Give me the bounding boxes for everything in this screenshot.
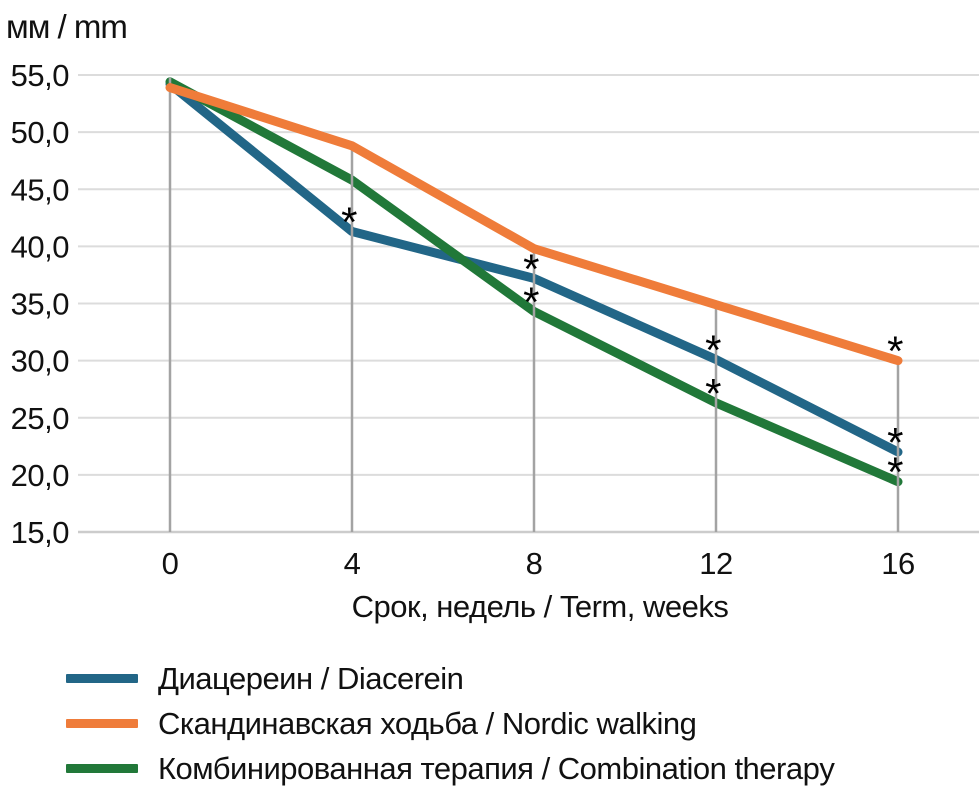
legend-label-diacerein: Диацереин / Diacerein <box>158 660 464 696</box>
y-tick-label: 55,0 <box>11 58 70 93</box>
significance-asterisk-diacerein-week-4: * <box>341 199 357 246</box>
significance-asterisk-diacerein-week-8: * <box>523 245 539 292</box>
x-tick-label: 8 <box>526 546 543 581</box>
x-tick-label: 4 <box>344 546 361 581</box>
y-tick-label: 50,0 <box>11 115 70 150</box>
chart-legend: Диацереин / Diacerein Скандинавская ходь… <box>66 656 835 791</box>
y-axis-unit-label: мм / mm <box>6 8 128 45</box>
significance-asterisk-combination-therapy-week-16: * <box>887 449 903 496</box>
x-tick-label: 0 <box>162 546 179 581</box>
series-line-nordic-walking <box>165 83 903 366</box>
significance-asterisk-combination-therapy-week-8: * <box>523 278 539 325</box>
legend-label-combination-therapy: Комбинированная терапия / Combination th… <box>158 750 835 786</box>
legend-item-nordic-walking: Скандинавская ходьба / Nordic walking <box>66 701 834 746</box>
legend-swatch-diacerein <box>66 674 138 683</box>
y-tick-label: 15,0 <box>11 515 70 550</box>
y-tick-label: 45,0 <box>11 172 70 207</box>
y-tick-label: 25,0 <box>11 401 70 436</box>
legend-swatch-combination-therapy <box>66 764 138 773</box>
legend-swatch-nordic-walking <box>66 719 138 728</box>
line-chart-plot-area: 55,0 50,0 45,0 40,0 35,0 30,0 25,0 20,0 15,0 0 4 8 1… <box>11 58 979 581</box>
significance-asterisk-nordic-walking-week-16: * <box>887 328 903 375</box>
y-tick-label: 35,0 <box>11 287 70 322</box>
legend-item-combination-therapy: Комбинированная терапия / Combination th… <box>66 746 835 791</box>
x-axis-title: Срок, недель / Term, weeks <box>351 589 729 624</box>
legend-item-diacerein: Диацереин / Diacerein <box>66 656 834 701</box>
legend-label-nordic-walking: Скандинавская ходьба / Nordic walking <box>158 705 697 741</box>
significance-asterisk-diacerein-week-16: * <box>887 419 903 466</box>
y-tick-label: 20,0 <box>11 458 70 493</box>
x-tick-label: 16 <box>881 546 914 581</box>
significance-asterisk-combination-therapy-week-12: * <box>705 370 721 417</box>
significance-asterisk-diacerein-week-12: * <box>705 326 721 373</box>
y-tick-label: 40,0 <box>11 229 70 264</box>
x-tick-label: 12 <box>699 546 732 581</box>
y-tick-label: 30,0 <box>11 344 70 379</box>
